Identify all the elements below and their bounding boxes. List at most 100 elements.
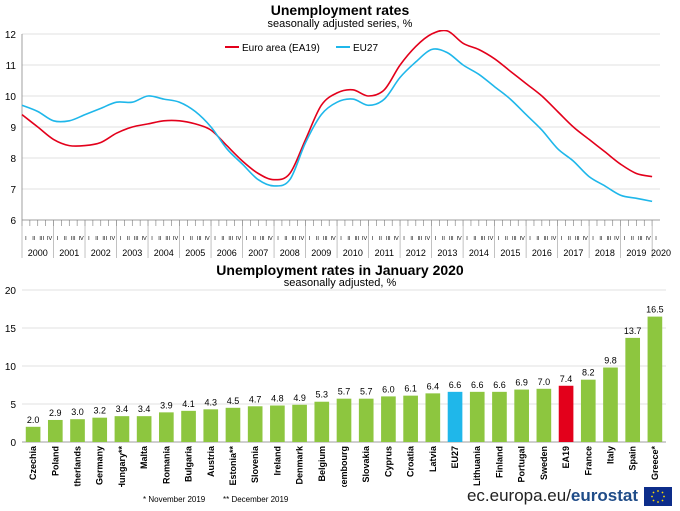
y-tick-label: 20 <box>5 286 17 297</box>
value-label: 6.1 <box>404 384 417 394</box>
quarter-label: I <box>624 236 626 242</box>
quarter-label: IV <box>141 236 147 242</box>
value-label: 16.5 <box>646 305 664 315</box>
bar-germany <box>92 417 108 442</box>
value-label: 5.7 <box>360 387 373 397</box>
year-label: 2001 <box>59 248 79 258</box>
value-label: 7.4 <box>560 374 573 384</box>
quarter-label: IV <box>583 236 589 242</box>
quarter-label: IV <box>425 236 431 242</box>
category-label: Finland <box>494 446 504 478</box>
year-label: 2003 <box>122 248 142 258</box>
value-label: 8.2 <box>582 368 595 378</box>
quarter-label: II <box>190 236 194 242</box>
year-label: 2010 <box>343 248 363 258</box>
value-label: 4.5 <box>227 396 240 406</box>
year-label: 2014 <box>469 248 489 258</box>
quarter-label: IV <box>110 236 116 242</box>
value-label: 7.0 <box>538 377 551 387</box>
quarter-label: III <box>260 236 265 242</box>
value-label: 3.2 <box>93 406 106 416</box>
quarter-label: II <box>347 236 351 242</box>
quarter-label: I <box>120 236 122 242</box>
quarter-label: IV <box>520 236 526 242</box>
quarter-label: II <box>158 236 162 242</box>
quarter-label: II <box>253 236 257 242</box>
bar-poland <box>47 419 63 442</box>
category-label: Slovakia <box>361 445 371 483</box>
year-label: 2020 <box>651 248 671 258</box>
series-line-eu27 <box>21 48 653 203</box>
y-tick-label: 11 <box>6 61 17 72</box>
value-label: 4.9 <box>293 393 306 403</box>
bar-slovakia <box>358 398 374 442</box>
bar-latvia <box>425 393 441 442</box>
y-tick-label: 6 <box>10 216 16 227</box>
category-label: Croatia <box>406 445 416 477</box>
category-label: Germany <box>95 446 105 485</box>
bottom-chart-title: Unemployment rates in January 2020 <box>216 262 464 278</box>
quarter-label: I <box>529 236 531 242</box>
value-label: 6.0 <box>382 384 395 394</box>
year-label: 2017 <box>563 248 583 258</box>
quarter-label: I <box>655 236 657 242</box>
year-label: 2007 <box>248 248 268 258</box>
category-label: Luxembourg <box>339 446 349 487</box>
quarter-label: IV <box>394 236 400 242</box>
bar-eu27 <box>447 391 463 442</box>
quarter-label: III <box>39 236 44 242</box>
eurostat-link[interactable]: ec.europa.eu/eurostat <box>467 486 638 506</box>
quarter-label: IV <box>488 236 494 242</box>
quarter-label: II <box>95 236 99 242</box>
quarter-label: II <box>442 236 446 242</box>
bar-hungary <box>114 416 130 442</box>
category-label: Portugal <box>517 446 527 483</box>
y-tick-label: 8 <box>10 154 16 165</box>
top-chart-title: Unemployment rates <box>270 2 410 18</box>
bar-italy <box>603 367 618 442</box>
category-label: EU27 <box>450 446 460 469</box>
category-label: Latvia <box>428 445 438 472</box>
quarter-label: II <box>221 236 225 242</box>
legend-label: EU27 <box>353 43 378 54</box>
y-tick-label: 9 <box>10 123 16 134</box>
quarter-label: II <box>127 236 131 242</box>
category-label: Poland <box>50 446 60 476</box>
quarter-label: II <box>64 236 68 242</box>
bar-greece <box>647 316 663 442</box>
quarter-label: IV <box>268 236 274 242</box>
year-label: 2018 <box>595 248 615 258</box>
quarter-label: IV <box>236 236 242 242</box>
bar-france <box>580 379 596 442</box>
quarter-label: IV <box>614 236 620 242</box>
value-label: 6.6 <box>449 380 462 390</box>
quarter-label: II <box>599 236 603 242</box>
quarter-label: IV <box>47 236 53 242</box>
quarter-label: III <box>323 236 328 242</box>
quarter-label: IV <box>204 236 210 242</box>
quarter-label: III <box>417 236 422 242</box>
category-label: Hungary** <box>117 446 127 487</box>
quarter-label: III <box>71 236 76 242</box>
quarter-label: I <box>498 236 500 242</box>
quarter-label: IV <box>457 236 463 242</box>
value-label: 9.8 <box>604 356 617 366</box>
quarter-label: I <box>340 236 342 242</box>
legend-label: Euro area (EA19) <box>242 43 320 54</box>
year-label: 2004 <box>154 248 174 258</box>
quarter-label: IV <box>362 236 368 242</box>
quarter-label: III <box>102 236 107 242</box>
eu-flag-icon <box>644 487 672 506</box>
bar-spain <box>625 337 641 442</box>
category-label: Bulgaria <box>184 445 194 482</box>
year-label: 2000 <box>28 248 48 258</box>
bar-ea19 <box>558 385 574 442</box>
value-label: 4.8 <box>271 394 284 404</box>
quarter-label: IV <box>646 236 652 242</box>
bar-estonia <box>225 407 241 442</box>
value-label: 2.0 <box>27 415 40 425</box>
bar-slovenia <box>247 406 263 442</box>
bar-ireland <box>270 405 285 442</box>
bar-sweden <box>536 388 552 442</box>
category-label: Romania <box>161 445 171 484</box>
